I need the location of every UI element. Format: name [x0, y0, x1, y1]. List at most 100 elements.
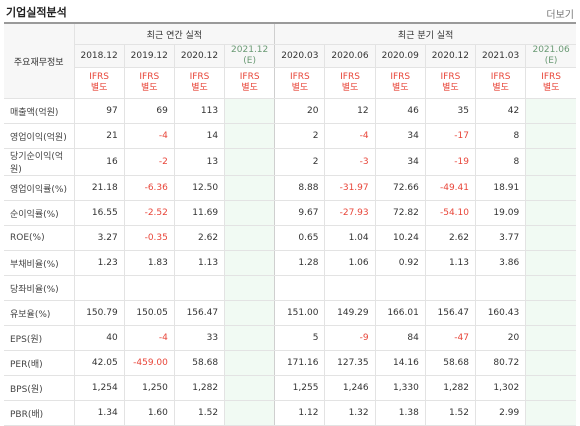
- table-cell: -47: [424, 325, 476, 351]
- period-header: 2018.12: [73, 44, 125, 68]
- row-label: BPS(원): [4, 375, 74, 401]
- table-cell: 1.28: [274, 250, 325, 276]
- period-header: 2020.06: [324, 44, 376, 68]
- table-cell: 1.52: [424, 400, 476, 426]
- row-label: 당좌비율(%): [4, 275, 74, 301]
- row-label: ROE(%): [4, 225, 74, 251]
- row-label: 부채비율(%): [4, 250, 74, 276]
- table-cell: [525, 400, 576, 426]
- table-cell: [525, 225, 576, 251]
- table-cell: 151.00: [274, 300, 325, 326]
- table-cell: 34: [374, 148, 426, 176]
- table-cell: 1.06: [324, 250, 376, 276]
- period-header: 2020.03: [274, 44, 325, 68]
- table-cell: 20: [474, 325, 526, 351]
- row-label: 영업이익률(%): [4, 175, 74, 201]
- period-header: 2020.12: [173, 44, 225, 68]
- table-cell: [525, 175, 576, 201]
- table-cell: 1.60: [123, 400, 175, 426]
- table-cell: [224, 350, 275, 376]
- table-cell: 127.35: [324, 350, 376, 376]
- row-label: EPS(원): [4, 325, 74, 351]
- table-cell: [224, 375, 275, 401]
- table-cell: 0.92: [374, 250, 426, 276]
- table-cell: 1.04: [324, 225, 376, 251]
- header-divider: [4, 22, 576, 24]
- table-cell: 5: [274, 325, 325, 351]
- table-cell: 1.34: [73, 400, 125, 426]
- table-cell: -4: [123, 325, 175, 351]
- table-cell: 1.38: [374, 400, 426, 426]
- table-cell: [424, 275, 476, 301]
- table-cell: [525, 325, 576, 351]
- ifrs-label: IFRS 별도: [424, 67, 476, 99]
- table-cell: 19.09: [474, 200, 526, 226]
- table-cell: [224, 148, 275, 176]
- table-row: 유보율(%) 150.79 150.05 156.47 151.00 149.29 166.…: [4, 300, 576, 326]
- table-cell: -3: [324, 148, 376, 176]
- period-header: 2020.09: [374, 44, 426, 68]
- ifrs-label: IFRS 별도: [374, 67, 426, 99]
- table-cell: 10.24: [374, 225, 426, 251]
- table-cell: 2: [274, 123, 325, 149]
- table-cell: -4: [123, 123, 175, 149]
- table-row: EPS(원) 40 -4 33 5 -9 84 -47 20: [4, 325, 576, 351]
- period-header: 2021.03: [474, 44, 526, 68]
- table-cell: 14.16: [374, 350, 426, 376]
- table-cell: -459.00: [123, 350, 175, 376]
- table-cell: 156.47: [173, 300, 225, 326]
- table-cell: -6.36: [123, 175, 175, 201]
- table-cell: 156.47: [424, 300, 476, 326]
- table-cell: 11.69: [173, 200, 225, 226]
- ifrs-label: IFRS 별도: [525, 67, 576, 99]
- table-cell: 72.66: [374, 175, 426, 201]
- table-cell: [224, 275, 275, 301]
- table-cell: 160.43: [474, 300, 526, 326]
- table-cell: 58.68: [424, 350, 476, 376]
- table-row: BPS(원) 1,254 1,250 1,282 1,255 1,246 1,330 1,28…: [4, 375, 576, 401]
- table-cell: -17: [424, 123, 476, 149]
- table-cell: 1.83: [123, 250, 175, 276]
- table-cell: -9: [324, 325, 376, 351]
- table-cell: 1,255: [274, 375, 325, 401]
- period-header: 2019.12: [123, 44, 175, 68]
- table-cell: 8: [474, 123, 526, 149]
- table-cell: 1,330: [374, 375, 426, 401]
- table-cell: -0.35: [123, 225, 175, 251]
- annual-group-header: 최근 연간 실적: [73, 24, 275, 45]
- table-cell: 171.16: [274, 350, 325, 376]
- table-cell: 1.32: [324, 400, 376, 426]
- section-title: 기업실적분석: [6, 6, 67, 19]
- table-cell: 9.67: [274, 200, 325, 226]
- table-cell: [224, 400, 275, 426]
- row-label: PBR(배): [4, 400, 74, 426]
- table-cell: 3.86: [474, 250, 526, 276]
- table-cell: [224, 250, 275, 276]
- table-cell: 1.13: [173, 250, 225, 276]
- table-cell: [474, 275, 526, 301]
- table-cell: 2.62: [424, 225, 476, 251]
- table-cell: [173, 275, 225, 301]
- table-cell: -27.93: [324, 200, 376, 226]
- ifrs-label: IFRS 별도: [324, 67, 376, 99]
- table-row: 순이익률(%) 16.55 -2.52 11.69 9.67 -27.93 72.82 -54…: [4, 200, 576, 226]
- table-cell: 1,282: [424, 375, 476, 401]
- table-cell: [525, 200, 576, 226]
- table-cell: 18.91: [474, 175, 526, 201]
- table-cell: [525, 275, 576, 301]
- row-label: 순이익률(%): [4, 200, 74, 226]
- table-cell: -2.52: [123, 200, 175, 226]
- table-cell: 2.99: [474, 400, 526, 426]
- table-cell: 8.88: [274, 175, 325, 201]
- table-cell: [525, 300, 576, 326]
- table-cell: 1,282: [173, 375, 225, 401]
- table-cell: 46: [374, 98, 426, 124]
- table-cell: 42.05: [73, 350, 125, 376]
- table-row: PER(배) 42.05 -459.00 58.68 171.16 127.35 14.16…: [4, 350, 576, 376]
- table-cell: [224, 123, 275, 149]
- table-row: 당좌비율(%): [4, 275, 576, 301]
- table-cell: [374, 275, 426, 301]
- table-cell: 150.79: [73, 300, 125, 326]
- table-cell: -19: [424, 148, 476, 176]
- more-link[interactable]: 더보기: [546, 10, 574, 21]
